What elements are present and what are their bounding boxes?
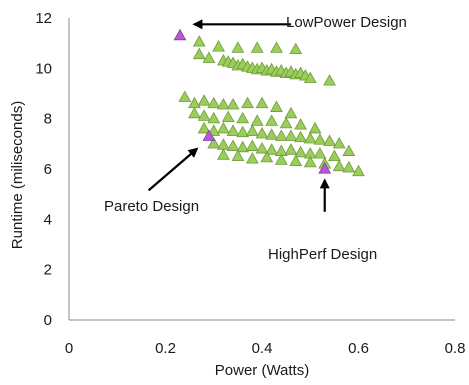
x-tick-label: 0.8 <box>445 340 466 357</box>
data-point <box>274 153 288 165</box>
highlighted-design-point <box>318 162 332 174</box>
data-point <box>231 149 245 162</box>
y-tick-label: 0 <box>44 312 52 329</box>
data-points <box>173 28 365 177</box>
data-point <box>192 35 206 47</box>
y-tick-label: 10 <box>35 60 52 77</box>
data-point <box>197 121 211 134</box>
data-point <box>289 154 303 167</box>
data-point <box>294 145 307 158</box>
data-point <box>217 138 230 150</box>
data-point <box>192 47 206 60</box>
data-point <box>188 106 201 119</box>
data-point <box>313 147 327 159</box>
data-point <box>236 125 250 138</box>
data-point <box>294 118 307 130</box>
data-point <box>245 124 259 136</box>
data-point <box>226 124 240 136</box>
data-point <box>236 140 250 153</box>
x-tick-labels: 0 0.2 0.4 0.6 0.8 <box>65 340 466 357</box>
data-point <box>303 155 317 168</box>
data-point <box>197 94 211 106</box>
data-point <box>279 116 293 129</box>
data-point <box>236 111 250 124</box>
data-point <box>327 149 341 162</box>
data-point <box>332 159 346 172</box>
data-point <box>260 150 274 163</box>
data-point <box>217 148 230 160</box>
data-point <box>265 114 279 126</box>
data-point <box>255 96 269 109</box>
pareto-design-label: Pareto Design <box>104 198 199 215</box>
highlighted-design-point <box>202 129 216 141</box>
y-tick-label: 8 <box>44 111 52 128</box>
data-point <box>313 133 327 145</box>
data-point <box>202 51 216 63</box>
data-point <box>303 71 317 83</box>
x-tick-label: 0.6 <box>348 340 369 357</box>
pareto-arrow <box>147 147 199 192</box>
data-point <box>342 144 356 156</box>
data-point <box>207 96 221 109</box>
data-point <box>255 142 269 154</box>
data-point <box>226 98 240 110</box>
y-tick-labels: 0 2 4 6 8 10 12 <box>35 10 52 329</box>
data-point <box>284 106 298 119</box>
x-tick-label: 0.2 <box>155 340 176 357</box>
data-point <box>265 128 279 140</box>
data-point <box>241 96 254 109</box>
y-tick-label: 6 <box>44 161 52 178</box>
data-point <box>250 41 264 53</box>
x-tick-label: 0.4 <box>252 340 273 357</box>
annotations: LowPower Design Pareto Design HighPerf D… <box>104 14 407 263</box>
data-point <box>250 114 264 126</box>
lowpower-design-label: LowPower Design <box>286 14 407 31</box>
data-point <box>217 98 230 110</box>
data-point <box>221 110 235 123</box>
data-point <box>289 42 303 55</box>
data-point <box>207 137 221 149</box>
data-point <box>274 129 288 141</box>
data-point <box>294 130 307 143</box>
data-point <box>197 109 211 121</box>
y-tick-label: 4 <box>44 211 52 228</box>
data-point <box>270 100 283 112</box>
data-point <box>207 111 221 124</box>
data-point <box>245 152 259 164</box>
data-point <box>323 134 336 146</box>
data-point <box>265 143 279 155</box>
highlighted-design-point <box>173 28 187 41</box>
x-tick-label: 0 <box>65 340 73 357</box>
highperf-design-label: HighPerf Design <box>268 246 377 263</box>
data-point <box>226 139 240 151</box>
data-point <box>255 126 269 139</box>
data-point <box>284 129 298 141</box>
data-point <box>178 90 192 102</box>
data-point <box>342 160 356 173</box>
data-point <box>188 96 201 109</box>
data-point <box>303 131 317 144</box>
data-point <box>207 124 221 136</box>
data-point <box>212 40 225 52</box>
y-tick-label: 2 <box>44 262 52 279</box>
y-axis-title: Runtime (miliseconds) <box>9 101 26 249</box>
data-point <box>270 41 283 53</box>
data-point <box>332 137 346 149</box>
data-point <box>217 121 230 134</box>
data-point <box>323 74 336 86</box>
data-point <box>284 143 298 155</box>
data-point <box>308 121 322 134</box>
data-point <box>245 139 259 151</box>
data-point <box>231 41 245 53</box>
x-axis-title: Power (Watts) <box>215 362 309 379</box>
y-tick-label: 12 <box>35 10 52 27</box>
data-point <box>352 164 365 177</box>
